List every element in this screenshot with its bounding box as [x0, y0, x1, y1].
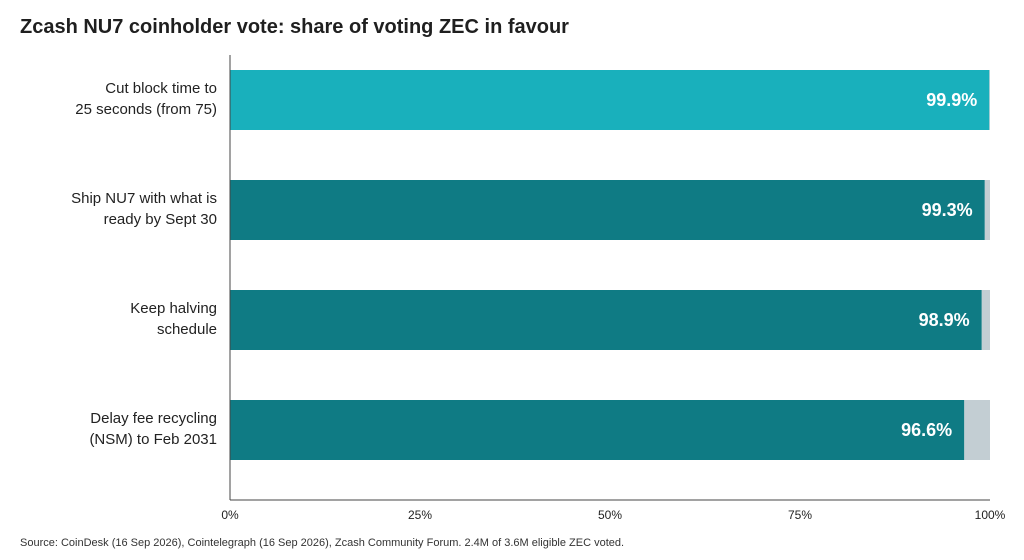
- category-label-2: Keep halving schedule: [130, 300, 217, 338]
- category-label-3: Delay fee recycling (NSM) to Feb 2031: [89, 410, 217, 448]
- x-tick-label-1: 25%: [408, 508, 432, 522]
- x-tick-label-2: 50%: [598, 508, 622, 522]
- category-label-0: Cut block time to 25 seconds (from 75): [75, 80, 217, 118]
- bar-remainder-2: [981, 290, 990, 350]
- bar-remainder-0: [989, 70, 990, 130]
- category-label-line-0-1: 25 seconds (from 75): [75, 101, 217, 118]
- x-tick-label-0: 0%: [221, 508, 239, 522]
- value-label-2: 98.9%: [919, 310, 970, 330]
- bar-remainder-3: [964, 400, 990, 460]
- category-label-line-0-0: Cut block time to: [105, 80, 217, 97]
- category-label-line-3-0: Delay fee recycling: [90, 410, 217, 427]
- category-label-line-3-1: (NSM) to Feb 2031: [89, 431, 217, 448]
- bar-favour-2: [230, 290, 982, 350]
- bar-favour-0: [230, 70, 990, 130]
- source-note: Source: CoinDesk (16 Sep 2026), Cointele…: [20, 537, 625, 549]
- chart-title: Zcash NU7 coinholder vote: share of voti…: [20, 16, 569, 38]
- x-tick-label-3: 75%: [788, 508, 812, 522]
- category-label-line-1-1: ready by Sept 30: [104, 211, 217, 228]
- bar-favour-3: [230, 400, 965, 460]
- bar-remainder-1: [984, 180, 990, 240]
- axis-layer: Cut block time to 25 seconds (from 75) Shi…: [71, 55, 1006, 522]
- category-label-line-2-1: schedule: [157, 321, 217, 338]
- value-label-0: 99.9%: [926, 90, 977, 110]
- value-label-1: 99.3%: [922, 200, 973, 220]
- category-label-line-1-0: Ship NU7 with what is: [71, 190, 217, 207]
- x-tick-label-4: 100%: [975, 508, 1006, 522]
- category-label-line-2-0: Keep halving: [130, 300, 217, 317]
- bar-favour-1: [230, 180, 985, 240]
- category-label-1: Ship NU7 with what is ready by Sept 30: [71, 190, 217, 228]
- bars-layer: 99.9% 99.3% 98.9% 96.6%: [230, 70, 990, 460]
- value-label-3: 96.6%: [901, 420, 952, 440]
